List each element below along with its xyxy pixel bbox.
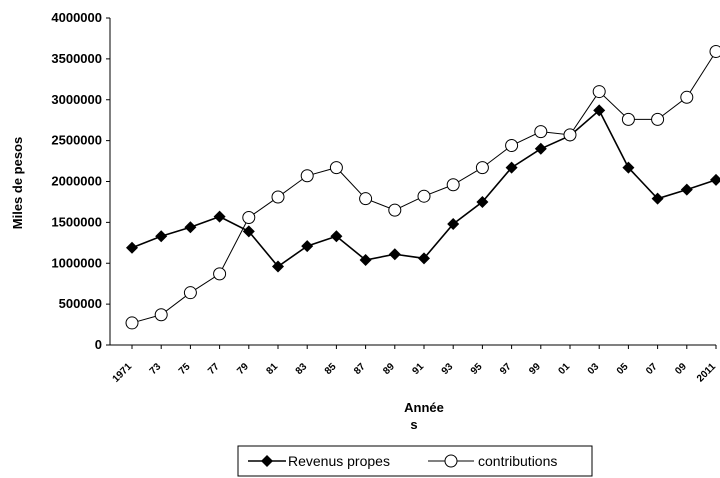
legend: Revenus propes contributions — [237, 445, 593, 477]
data-point-revenus-propes — [418, 252, 430, 265]
x-tick-label: 03 — [586, 361, 602, 377]
y-tick-label: 500000 — [59, 296, 102, 311]
x-tick-label: 09 — [673, 361, 689, 377]
data-point-revenus-propes — [272, 260, 284, 273]
data-point-revenus-propes — [301, 240, 314, 253]
x-tick-label: 95 — [469, 361, 485, 377]
data-point-contributions — [475, 161, 489, 175]
data-point-revenus-propes — [651, 192, 664, 205]
data-point-revenus-propes — [476, 195, 489, 208]
y-tick-label: 3000000 — [51, 92, 102, 107]
data-point-revenus-propes — [680, 183, 693, 196]
y-tick-label: 2000000 — [51, 174, 102, 189]
series-markers — [125, 45, 720, 330]
data-point-revenus-propes — [330, 230, 343, 243]
data-point-revenus-propes — [184, 221, 197, 234]
x-tick-label: 91 — [410, 361, 426, 377]
axes — [109, 18, 716, 346]
data-point-contributions — [563, 128, 577, 142]
y-axis-label: Miles de pesos — [10, 137, 25, 229]
x-tick-label: 83 — [294, 361, 310, 377]
y-tick-label: 2500000 — [51, 133, 102, 148]
data-point-contributions — [125, 316, 139, 330]
data-point-contributions — [709, 45, 720, 59]
data-point-contributions — [651, 112, 665, 126]
x-tick-label: 89 — [381, 361, 397, 377]
data-point-contributions — [534, 125, 548, 139]
x-axis-label: Année — [404, 400, 444, 415]
data-point-contributions — [446, 178, 460, 192]
data-point-contributions — [154, 308, 168, 322]
x-tick-label: 05 — [615, 361, 631, 377]
data-point-contributions — [183, 286, 197, 300]
x-tick-label: 97 — [498, 361, 514, 377]
data-point-revenus-propes — [213, 210, 226, 223]
series-lines — [131, 51, 717, 324]
data-point-revenus-propes — [155, 230, 168, 243]
data-point-contributions — [417, 189, 431, 203]
x-tick-label: 77 — [206, 361, 222, 377]
y-axis-ticks: 0 500000 1000000 1500000 2000000 2500000 30000… — [51, 10, 110, 352]
x-tick-label: 93 — [440, 361, 456, 377]
x-tick-label: 73 — [148, 361, 164, 377]
x-tick-label: 1971 — [111, 361, 135, 385]
data-point-revenus-propes — [388, 248, 401, 261]
y-tick-label: 0 — [95, 337, 102, 352]
x-tick-label: 81 — [264, 361, 280, 377]
series-line-revenus-propes — [131, 109, 717, 268]
data-point-revenus-propes — [622, 161, 635, 174]
y-tick-label: 1000000 — [51, 255, 102, 270]
data-point-contributions — [680, 90, 694, 104]
data-point-revenus-propes — [534, 142, 547, 155]
data-point-contributions — [505, 139, 519, 153]
x-axis-label-wrap: s — [410, 417, 417, 432]
y-tick-label: 4000000 — [51, 10, 102, 25]
legend-box — [237, 445, 593, 477]
x-tick-label: 07 — [644, 361, 660, 377]
data-point-contributions — [329, 161, 343, 175]
data-point-revenus-propes — [242, 225, 255, 238]
data-point-contributions — [271, 190, 285, 204]
legend-label-contributions: contributions — [478, 453, 557, 469]
series-line-contributions — [131, 51, 717, 324]
x-tick-label: 99 — [527, 361, 543, 377]
legend-label-revenus: Revenus propes — [288, 453, 390, 469]
data-point-contributions — [213, 267, 227, 281]
data-point-contributions — [592, 85, 606, 99]
x-tick-label: 75 — [177, 361, 193, 377]
y-tick-label: 1500000 — [51, 214, 102, 229]
data-point-contributions — [359, 192, 373, 206]
x-tick-label: 2011 — [695, 361, 718, 384]
data-point-contributions — [300, 169, 314, 183]
x-tick-label: 87 — [352, 361, 368, 377]
data-point-revenus-propes — [447, 218, 460, 231]
legend-marker-contributions — [444, 454, 458, 468]
data-point-revenus-propes — [359, 253, 372, 266]
data-point-revenus-propes — [710, 173, 720, 186]
data-point-revenus-propes — [126, 241, 138, 254]
x-tick-label: 85 — [323, 361, 339, 377]
y-tick-label: 3500000 — [51, 51, 102, 66]
data-point-revenus-propes — [505, 161, 518, 174]
data-point-contributions — [388, 203, 402, 217]
legend-marker-revenus — [261, 455, 273, 467]
data-point-contributions — [621, 112, 635, 126]
data-point-contributions — [242, 210, 256, 224]
x-axis-ticks: 1971 73 75 77 79 81 83 85 87 89 91 93 95 97 99 01 03 05 07… — [111, 345, 718, 385]
data-point-revenus-propes — [593, 104, 606, 117]
x-tick-label: 01 — [556, 361, 572, 377]
x-tick-label: 79 — [235, 361, 251, 377]
